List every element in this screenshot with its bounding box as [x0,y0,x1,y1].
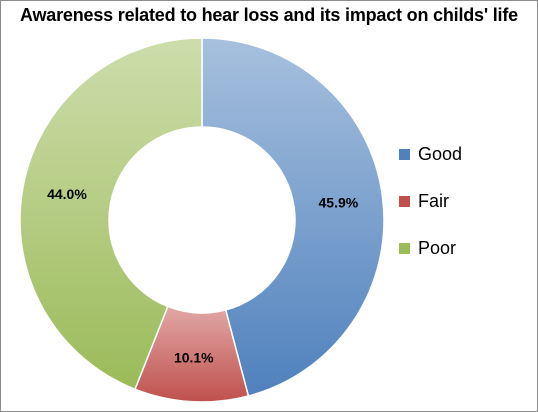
legend-item-poor: Poor [399,237,462,259]
slice-label-fair: 10.1% [174,349,214,365]
legend-label-good: Good [418,143,463,164]
slice-poor [19,37,203,391]
legend-swatch-good [399,148,410,160]
legend-item-good: Good [399,143,462,165]
slice-label-good: 45.9% [319,194,359,210]
legend-item-fair: Fair [399,190,462,212]
slice-label-poor: 44.0% [47,186,87,202]
slice-good [201,37,385,397]
chart-legend: Good Fair Poor [399,143,462,284]
legend-swatch-fair [399,195,410,207]
chart-title: Awareness related to hear loss and its i… [20,5,518,25]
legend-label-poor: Poor [418,237,457,258]
legend-swatch-poor [399,242,410,254]
legend-label-fair: Fair [418,190,449,211]
